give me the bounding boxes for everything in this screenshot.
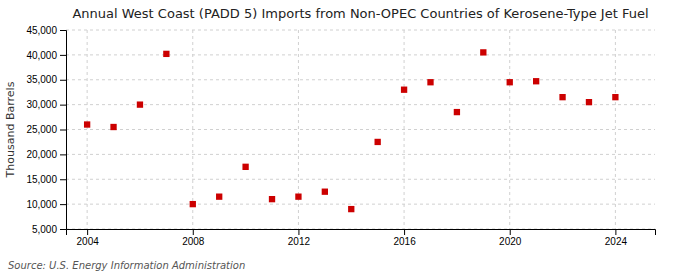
grid-line [66, 154, 655, 155]
x-tick-label: 2008 [182, 236, 205, 247]
y-tick-label: 25,000 [26, 124, 57, 135]
grid [66, 30, 655, 229]
x-axis: 2004 2008 2012 2016 2020 2024 [67, 229, 656, 247]
x-tick-label: 2016 [393, 236, 416, 247]
title: Annual West Coast (PADD 5) Imports from … [72, 6, 648, 21]
grid-line [404, 30, 405, 229]
y-tick: 45,000 [26, 25, 66, 36]
y-axis-title: Thousand Barrels [4, 81, 17, 178]
y-tick-label: 45,000 [26, 25, 57, 36]
y-tick: 30,000 [26, 99, 66, 110]
grid-line [192, 30, 193, 229]
y-tick-label: 30,000 [26, 99, 57, 110]
y-tick-mark [60, 229, 66, 230]
point [480, 49, 486, 55]
point [375, 139, 381, 145]
point [348, 206, 354, 212]
x-tick-label: 2012 [288, 236, 311, 247]
y-axis: 5,000 10,000 15,000 20,000 25,000 30,000 35,00… [26, 25, 66, 235]
grid-line [66, 129, 655, 130]
chart: 2004 2008 2012 2016 2020 2024 5,000 10,000 15,00… [0, 0, 675, 275]
y-tick: 10,000 [26, 199, 66, 210]
x-tick: 2008 [182, 229, 205, 247]
y-tick-label: 20,000 [26, 149, 57, 160]
y-tick: 15,000 [26, 174, 66, 185]
annotation: Source: U.S. Energy Information Administ… [8, 260, 245, 271]
point [295, 194, 301, 200]
point [84, 121, 90, 127]
y-tick-mark [60, 154, 66, 155]
y-tick: 5,000 [32, 224, 66, 235]
y-tick: 40,000 [26, 50, 66, 61]
grid-line [66, 179, 655, 180]
x-axis-line [67, 230, 656, 236]
y-tick-label: 40,000 [26, 50, 57, 61]
point [216, 194, 222, 200]
plot: 2004 2008 2012 2016 2020 2024 5,000 10,000 15,00… [26, 25, 655, 247]
x-tick: 2012 [288, 229, 311, 247]
x-tick-label: 2004 [77, 236, 100, 247]
point [533, 78, 539, 84]
point [559, 94, 565, 100]
point [322, 189, 328, 195]
y-tick-mark [60, 105, 66, 106]
point [507, 79, 513, 85]
point [190, 201, 196, 207]
point [110, 124, 116, 130]
point [454, 109, 460, 115]
y-tick-mark [60, 130, 66, 131]
x-tick-mark [87, 229, 88, 235]
y-tick-mark [60, 204, 66, 205]
x-tick-mark [193, 229, 194, 235]
y-tick-label: 10,000 [26, 199, 57, 210]
point [163, 51, 169, 57]
x-tick-label: 2020 [499, 236, 522, 247]
x-tick: 2004 [77, 229, 100, 247]
point [612, 94, 618, 100]
grid-line [66, 30, 655, 31]
y-tick-label: 35,000 [26, 74, 57, 85]
y-tick-mark [60, 55, 66, 56]
y-tick: 35,000 [26, 74, 66, 85]
x-tick-label: 2024 [605, 236, 628, 247]
x-tick: 2024 [605, 229, 628, 247]
y-tick-mark [60, 30, 66, 31]
point [242, 164, 248, 170]
grid-line [66, 54, 655, 55]
point [401, 87, 407, 93]
grid-line [509, 30, 510, 229]
y-tick-mark [60, 80, 66, 81]
point [586, 99, 592, 105]
x-tick: 2016 [393, 229, 416, 247]
y-tick-label: 5,000 [32, 224, 57, 235]
y-tick: 25,000 [26, 124, 66, 135]
grid-line [87, 30, 88, 229]
grid-line [615, 30, 616, 229]
grid-line [66, 79, 655, 80]
x-tick-mark [510, 229, 511, 235]
x-tick-mark [404, 229, 405, 235]
grid-line [66, 204, 655, 205]
x-tick-mark [615, 229, 616, 235]
y-axis-line [60, 31, 67, 230]
y-tick: 20,000 [26, 149, 66, 160]
grid-line [66, 104, 655, 105]
y-tick-label: 15,000 [26, 174, 57, 185]
x-tick-mark [298, 229, 299, 235]
point [427, 79, 433, 85]
y-tick-mark [60, 179, 66, 180]
point [137, 101, 143, 107]
x-tick: 2020 [499, 229, 522, 247]
marks [84, 49, 619, 212]
point [269, 196, 275, 202]
